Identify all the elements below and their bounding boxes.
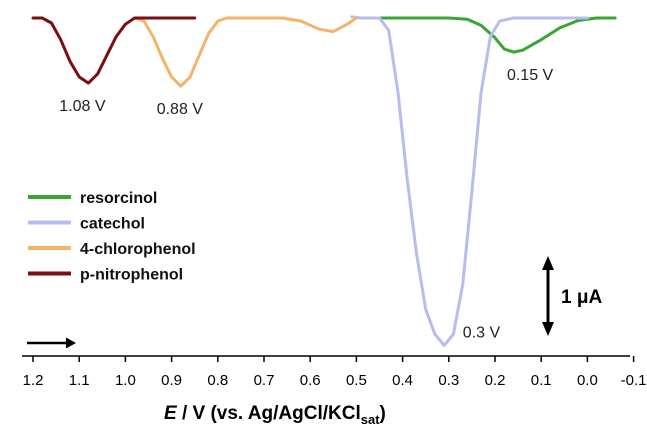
peak-label: 0.3 V xyxy=(463,324,501,341)
x-tick-label: 1.2 xyxy=(23,372,44,389)
x-tick-label: 0.1 xyxy=(531,372,552,389)
scale-bar-label: 1 μA xyxy=(561,287,602,308)
x-tick-label: 0.0 xyxy=(577,372,598,389)
legend-label: resorcinol xyxy=(80,190,157,207)
x-tick-label: 0.9 xyxy=(161,372,182,389)
legend-label: catechol xyxy=(80,216,145,233)
x-ticks: 1.2 1.1 1.0 0.9 0.8 0.7 0.6 0.5 0.4 0.3 0.2 0.1 0.0 -… xyxy=(23,356,647,389)
x-tick-label: 0.5 xyxy=(346,372,367,389)
x-tick-label: -0.1 xyxy=(621,372,647,389)
x-tick-label: 0.2 xyxy=(485,372,506,389)
x-tick-label: 1.0 xyxy=(115,372,136,389)
x-tick-label: 0.7 xyxy=(254,372,275,389)
series-line-p-nitrophenol xyxy=(31,16,197,85)
x-tick-label: 0.6 xyxy=(300,372,321,389)
scan-direction-arrow xyxy=(27,337,76,349)
x-axis-title: E / V (vs. Ag/AgCl/KClsat) xyxy=(164,403,386,427)
x-tick-label: 1.1 xyxy=(69,372,90,389)
series-line-catechol xyxy=(350,15,589,347)
peak-label: 0.15 V xyxy=(507,67,554,84)
series-line-resorcinol xyxy=(364,16,617,54)
legend: resorcinol catechol 4-chlorophenol p-nitrop… xyxy=(28,190,196,284)
x-tick-label: 0.4 xyxy=(392,372,413,389)
legend-label: 4-chlorophenol xyxy=(80,241,196,258)
legend-label: p-nitrophenol xyxy=(80,267,183,284)
x-tick-label: 0.3 xyxy=(438,372,459,389)
x-tick-label: 0.8 xyxy=(207,372,228,389)
peak-annotations: 1.08 V 0.88 V 0.15 V 0.3 V xyxy=(59,67,553,341)
series-line-4-chlorophenol xyxy=(133,16,358,88)
series-layer xyxy=(31,15,617,347)
current-scale-bar: 1 μA xyxy=(542,256,602,336)
peak-label: 1.08 V xyxy=(59,98,106,115)
peak-label: 0.88 V xyxy=(157,101,204,118)
